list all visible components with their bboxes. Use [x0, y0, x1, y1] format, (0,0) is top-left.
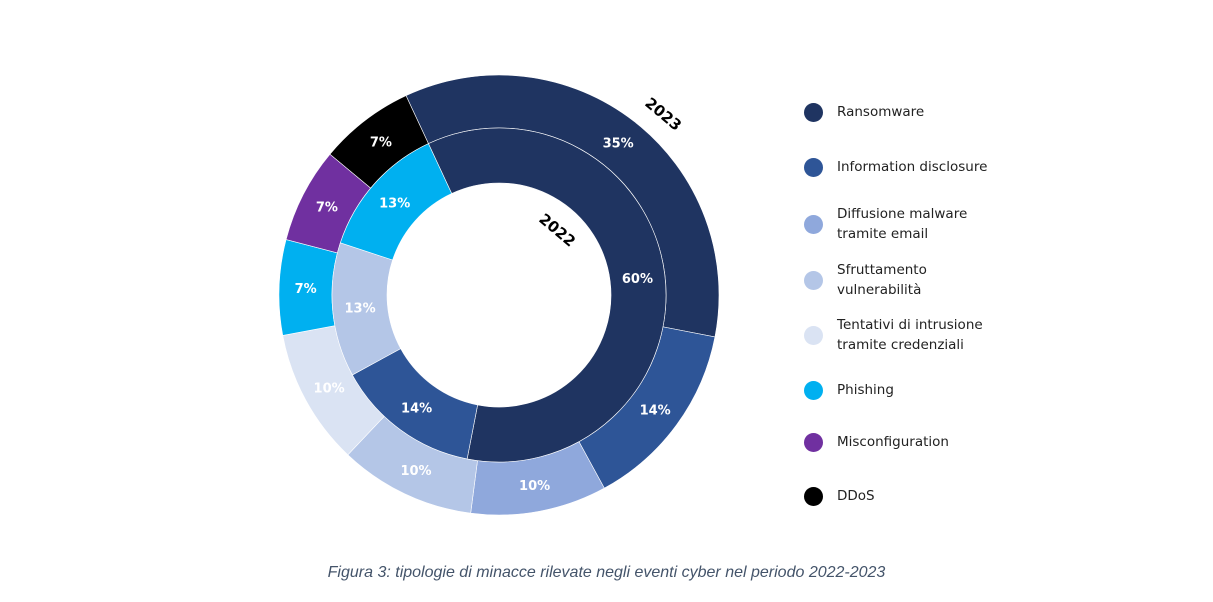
legend-swatch	[804, 486, 823, 506]
legend-label: Information disclosure	[837, 159, 988, 175]
double-donut-chart: 35% 14% 10% 10% 10% 7% 7% 7% 2023 60% 14% 13% 13% 202…	[278, 74, 720, 516]
legend-item: Misconfiguration	[804, 432, 1024, 452]
legend-swatch	[804, 325, 823, 345]
legend-item: Phishing	[804, 380, 1024, 400]
legend-swatch	[804, 270, 823, 290]
data-label-2023-3: 10%	[400, 464, 431, 479]
legend-item: Ransomware	[804, 102, 1024, 122]
legend-label: Tentativi di intrusione tramite credenzi…	[837, 317, 983, 353]
data-label-2022-0: 60%	[622, 272, 653, 287]
legend-label: Misconfiguration	[837, 434, 949, 450]
legend-item: Tentativi di intrusione tramite credenzi…	[804, 315, 1024, 355]
legend-label: Sfruttamento vulnerabilità	[837, 262, 927, 298]
data-label-2023-5: 7%	[295, 282, 317, 297]
legend-swatch	[804, 102, 823, 122]
figure-caption: Figura 3: tipologie di minacce rilevate …	[327, 564, 886, 581]
legend-swatch	[804, 214, 823, 234]
legend-label: Phishing	[837, 382, 894, 398]
legend-item: Diffusione malware tramite email	[804, 204, 1024, 244]
data-label-2023-0: 35%	[603, 137, 634, 152]
legend-swatch	[804, 380, 823, 400]
legend-label: DDoS	[837, 488, 875, 504]
legend-item: DDoS	[804, 486, 1024, 506]
legend-label: Ransomware	[837, 104, 925, 120]
data-label-2023-4: 10%	[314, 382, 345, 397]
data-label-2023-6: 7%	[316, 201, 338, 216]
ring-label-2023: 2023	[641, 94, 685, 135]
data-label-2023-2: 10%	[519, 479, 550, 494]
legend-swatch	[804, 157, 823, 177]
data-label-2023-7: 7%	[370, 136, 392, 151]
data-label-2022-5: 13%	[379, 196, 410, 211]
data-label-2023-1: 14%	[640, 403, 671, 418]
slice-2022-0	[428, 127, 667, 463]
data-label-2022-3: 13%	[345, 302, 376, 317]
data-label-2022-1: 14%	[401, 402, 432, 417]
legend-item: Information disclosure	[804, 157, 1024, 177]
ring-label-2022: 2022	[535, 210, 579, 251]
slice-2022-5	[339, 143, 453, 261]
legend-label: Diffusione malware tramite email	[837, 206, 968, 242]
legend-item: Sfruttamento vulnerabilità	[804, 260, 1024, 300]
legend-swatch	[804, 432, 823, 452]
